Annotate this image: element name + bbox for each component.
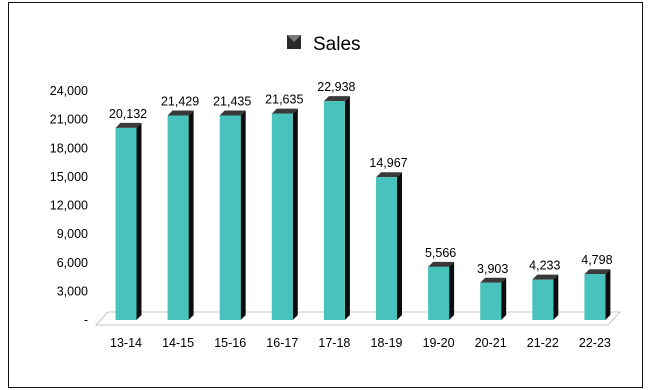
x-tick-label: 15-16	[214, 336, 246, 350]
bar-side	[292, 108, 298, 320]
y-tick-label: -	[84, 313, 88, 327]
bar-side	[344, 96, 350, 321]
bar-side	[240, 110, 246, 321]
legend: Sales	[287, 34, 361, 55]
y-tick-label: 15,000	[50, 170, 88, 184]
bar-front	[480, 282, 502, 320]
bar	[376, 172, 402, 320]
bar-front	[219, 115, 241, 321]
x-axis: 13-14 14-15 15-16 16-17 17-18 18-19 19-20 20-21…	[110, 336, 611, 350]
bar-front	[584, 274, 606, 320]
data-label: 20,132	[109, 107, 147, 121]
bar-side	[397, 172, 402, 320]
bar-top	[376, 172, 402, 178]
x-tick-label: 21-22	[527, 336, 559, 350]
bar	[584, 269, 611, 320]
legend-swatch-bevel	[287, 35, 301, 42]
data-label: 5,566	[425, 246, 456, 260]
legend-swatch-icon	[287, 35, 301, 49]
x-tick-label: 22-23	[579, 336, 611, 350]
y-tick-label: 9,000	[57, 227, 88, 241]
data-label: 21,429	[161, 95, 199, 109]
bar	[323, 96, 350, 321]
legend-label: Sales	[313, 34, 361, 55]
data-label: 21,435	[213, 94, 251, 108]
y-tick-label: 12,000	[50, 199, 88, 213]
bar-front	[271, 113, 293, 320]
data-label: 14,967	[369, 156, 407, 170]
bar-front	[428, 266, 450, 320]
bar-top	[532, 274, 559, 280]
y-tick-label: 3,000	[57, 284, 88, 298]
bar	[219, 110, 246, 321]
data-label: 3,903	[477, 262, 508, 276]
bar-front	[376, 177, 397, 320]
x-tick-label: 13-14	[110, 336, 142, 350]
x-tick-label: 18-19	[371, 336, 403, 350]
bar-side	[501, 277, 507, 320]
x-tick-label: 17-18	[318, 336, 350, 350]
bar-side	[449, 261, 455, 320]
bar-side	[188, 110, 194, 321]
data-label: 21,635	[265, 93, 303, 107]
bar-side	[136, 122, 142, 320]
data-label: 4,233	[529, 259, 560, 273]
bar-side	[605, 269, 611, 320]
data-label: 4,798	[581, 253, 612, 267]
x-tick-label: 19-20	[423, 336, 455, 350]
bar	[271, 108, 298, 320]
bars	[115, 96, 611, 321]
bar-top	[115, 122, 142, 128]
bar	[532, 274, 559, 320]
bar	[167, 110, 194, 321]
x-tick-label: 20-21	[475, 336, 507, 350]
y-tick-label: 21,000	[50, 113, 88, 127]
bar	[480, 277, 507, 320]
bar-top	[428, 261, 455, 267]
bar	[115, 122, 142, 320]
bar-top	[167, 110, 194, 116]
data-labels: 20,132 21,429 21,435 21,635 22,938 14,967 5,56…	[109, 80, 613, 276]
bar-front	[115, 127, 137, 320]
y-tick-label: 18,000	[50, 141, 88, 155]
y-axis: - 3,000 6,000 9,000 12,000 15,000 18,000 21,000…	[50, 84, 88, 327]
data-label: 22,938	[317, 80, 355, 94]
x-tick-label: 16-17	[266, 336, 298, 350]
bar-front	[323, 101, 345, 321]
bar-side	[553, 274, 559, 320]
bar-front	[167, 115, 189, 321]
y-tick-label: 24,000	[50, 84, 88, 98]
bar-top	[323, 96, 350, 102]
bar-front	[532, 279, 554, 320]
bar-top	[219, 110, 246, 116]
bar-top	[584, 269, 611, 275]
x-tick-label: 14-15	[162, 336, 194, 350]
bar	[428, 261, 455, 320]
bar-top	[271, 108, 298, 114]
y-tick-label: 6,000	[57, 256, 88, 270]
bar-top	[480, 277, 507, 283]
